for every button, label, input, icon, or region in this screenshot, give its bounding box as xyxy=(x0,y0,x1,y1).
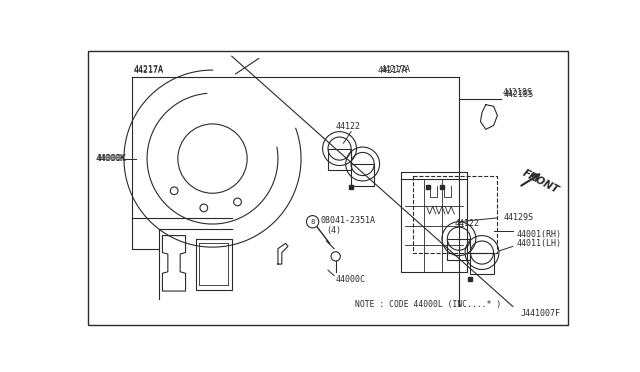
Bar xyxy=(470,253,493,274)
Text: 8: 8 xyxy=(310,219,315,225)
Bar xyxy=(328,148,351,170)
Text: 44217A: 44217A xyxy=(378,67,408,76)
Text: NOTE : CODE 44000L (INC....* ): NOTE : CODE 44000L (INC....* ) xyxy=(355,301,501,310)
Bar xyxy=(413,176,497,253)
Bar xyxy=(351,164,374,186)
Text: J441007F: J441007F xyxy=(520,309,561,318)
Text: 44129S: 44129S xyxy=(504,214,534,222)
Text: 44122: 44122 xyxy=(455,219,480,228)
Text: 44000K: 44000K xyxy=(95,154,125,163)
Text: 44217A: 44217A xyxy=(133,67,163,76)
Bar xyxy=(447,239,470,260)
Text: 08041-2351A: 08041-2351A xyxy=(320,216,375,225)
Text: 44000K: 44000K xyxy=(97,154,127,163)
Text: 44000C: 44000C xyxy=(336,275,365,284)
Text: 44001(RH): 44001(RH) xyxy=(516,230,562,239)
Text: (4): (4) xyxy=(326,227,342,235)
Text: 44122: 44122 xyxy=(336,122,361,131)
Text: 44217A: 44217A xyxy=(133,65,163,74)
Text: 44217A: 44217A xyxy=(380,65,410,74)
Text: FRONT: FRONT xyxy=(520,168,560,195)
Text: 44218S: 44218S xyxy=(504,90,534,99)
Text: 44011(LH): 44011(LH) xyxy=(516,239,562,248)
Text: 44218S: 44218S xyxy=(503,88,532,97)
